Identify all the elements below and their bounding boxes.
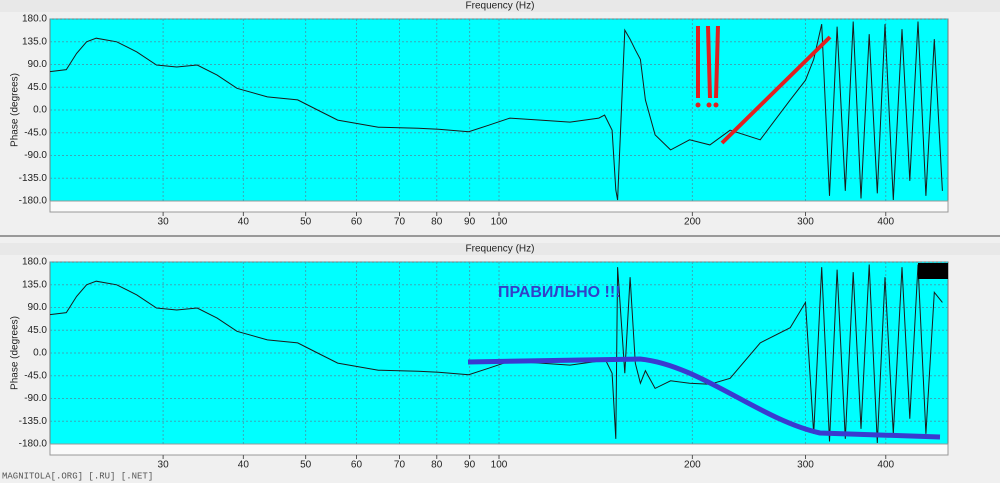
y-axis-label: Phase (degrees)	[10, 73, 21, 147]
y-tick-label: 180.0	[22, 14, 47, 25]
exclaim	[714, 25, 720, 99]
title-bar	[0, 243, 1000, 255]
chart-title: Frequency (Hz)	[466, 1, 535, 12]
y-tick-label: 45.0	[28, 325, 48, 336]
y-tick-label: 0.0	[33, 105, 47, 116]
x-tick-label: 50	[300, 217, 312, 228]
x-tick-label: 60	[351, 217, 363, 228]
y-tick-label: -135.0	[19, 173, 48, 184]
x-tick-label: 50	[300, 460, 312, 471]
x-tick-label: 200	[684, 217, 701, 228]
x-tick-label: 40	[238, 217, 250, 228]
y-axis-label: Phase (degrees)	[10, 316, 21, 390]
exclaim-dot	[706, 102, 712, 108]
x-tick-label: 100	[491, 217, 508, 228]
y-tick-label: -90.0	[24, 150, 47, 161]
y-tick-label: -180.0	[19, 196, 48, 207]
y-tick-label: 180.0	[22, 257, 47, 268]
trend-line	[720, 35, 832, 145]
y-tick-label: 90.0	[28, 59, 48, 70]
x-tick-label: 200	[684, 460, 701, 471]
x-tick-label: 100	[491, 460, 508, 471]
y-tick-label: -180.0	[19, 439, 48, 450]
y-tick-label: -135.0	[19, 416, 48, 427]
title-bar	[0, 0, 1000, 12]
x-tick-label: 300	[797, 217, 814, 228]
phase-line	[49, 21, 943, 201]
exclaim	[706, 25, 712, 99]
x-tick-label: 80	[431, 460, 443, 471]
y-tick-label: -45.0	[24, 127, 47, 138]
exclaim-dot	[713, 102, 719, 108]
y-tick-label: -45.0	[24, 370, 47, 381]
watermark: MAGNITOLA[.ORG] [.RU] [.NET]	[2, 471, 153, 481]
x-tick-label: 60	[351, 460, 363, 471]
y-tick-label: -90.0	[24, 393, 47, 404]
phase-line	[49, 264, 943, 444]
x-tick-label: 400	[877, 460, 894, 471]
y-tick-label: 90.0	[28, 302, 48, 313]
scrollbar	[49, 200, 949, 213]
exclaim-dot	[695, 102, 701, 108]
x-tick-label: 70	[394, 460, 406, 471]
x-tick-label: 30	[158, 217, 170, 228]
y-tick-label: 45.0	[28, 82, 48, 93]
blue-annotation	[467, 356, 941, 440]
y-tick-label: 0.0	[33, 348, 47, 359]
x-tick-label: 300	[797, 460, 814, 471]
scrollbar	[49, 443, 949, 456]
x-tick-label: 90	[464, 217, 476, 228]
x-tick-label: 400	[877, 217, 894, 228]
x-tick-label: 40	[238, 460, 250, 471]
x-tick-label: 30	[158, 460, 170, 471]
icon	[918, 263, 948, 279]
chart-title: Frequency (Hz)	[466, 244, 535, 255]
y-tick-label: 135.0	[22, 279, 47, 290]
y-tick-label: 135.0	[22, 36, 47, 47]
red-annotation	[695, 25, 832, 145]
x-tick-label: 70	[394, 217, 406, 228]
x-tick-label: 80	[431, 217, 443, 228]
annotation: ПРАВИЛЬНО !!!	[498, 284, 621, 301]
x-tick-label: 90	[464, 460, 476, 471]
